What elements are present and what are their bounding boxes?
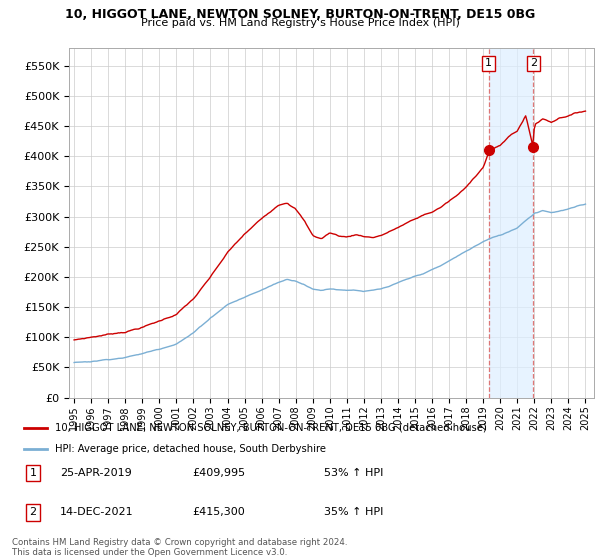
Text: 10, HIGGOT LANE, NEWTON SOLNEY, BURTON-ON-TRENT, DE15 0BG: 10, HIGGOT LANE, NEWTON SOLNEY, BURTON-O… (65, 8, 535, 21)
Text: 2: 2 (530, 58, 537, 68)
Text: Price paid vs. HM Land Registry's House Price Index (HPI): Price paid vs. HM Land Registry's House … (140, 18, 460, 28)
Text: £415,300: £415,300 (192, 507, 245, 517)
Text: HPI: Average price, detached house, South Derbyshire: HPI: Average price, detached house, Sout… (55, 444, 326, 454)
Text: 53% ↑ HPI: 53% ↑ HPI (324, 468, 383, 478)
Text: 1: 1 (485, 58, 492, 68)
Text: Contains HM Land Registry data © Crown copyright and database right 2024.
This d: Contains HM Land Registry data © Crown c… (12, 538, 347, 557)
Text: 2: 2 (29, 507, 37, 517)
Text: 35% ↑ HPI: 35% ↑ HPI (324, 507, 383, 517)
Text: £409,995: £409,995 (192, 468, 245, 478)
Text: 10, HIGGOT LANE, NEWTON SOLNEY, BURTON-ON-TRENT, DE15 0BG (detached house): 10, HIGGOT LANE, NEWTON SOLNEY, BURTON-O… (55, 423, 487, 433)
Text: 14-DEC-2021: 14-DEC-2021 (60, 507, 134, 517)
Text: 25-APR-2019: 25-APR-2019 (60, 468, 132, 478)
Bar (488, 48, 533, 398)
Text: 1: 1 (29, 468, 37, 478)
